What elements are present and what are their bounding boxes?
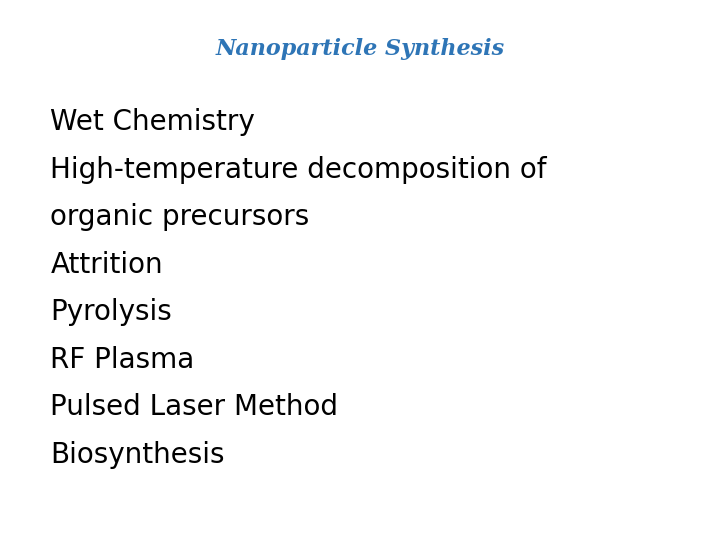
Text: Biosynthesis: Biosynthesis <box>50 441 225 469</box>
Text: organic precursors: organic precursors <box>50 203 310 231</box>
Text: Wet Chemistry: Wet Chemistry <box>50 108 255 136</box>
Text: Pulsed Laser Method: Pulsed Laser Method <box>50 393 338 421</box>
Text: Pyrolysis: Pyrolysis <box>50 298 172 326</box>
Text: …..: ….. <box>50 536 96 540</box>
Text: Nanoparticle Synthesis: Nanoparticle Synthesis <box>215 38 505 60</box>
Text: High-temperature decomposition of: High-temperature decomposition of <box>50 156 547 184</box>
Text: Attrition: Attrition <box>50 251 163 279</box>
Text: RF Plasma: RF Plasma <box>50 346 194 374</box>
